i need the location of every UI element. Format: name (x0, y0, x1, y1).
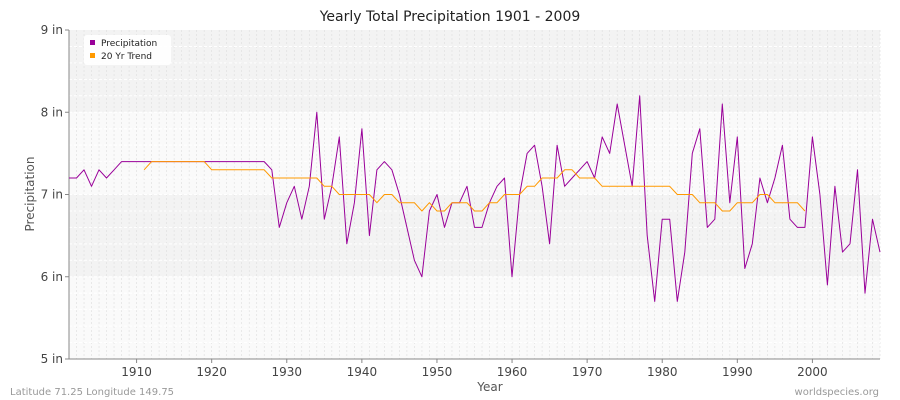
chart-title: Yearly Total Precipitation 1901 - 2009 (319, 9, 581, 25)
series-lines (69, 95, 881, 302)
x-tick-label: 1990 (722, 365, 753, 379)
legend-label-precipitation: Precipitation (101, 39, 157, 49)
legend-label-trend: 20 Yr Trend (101, 52, 152, 62)
x-axis-label: Year (476, 380, 502, 394)
x-tick-label: 1920 (196, 365, 227, 379)
y-tick-label: 5 in (41, 352, 63, 366)
legend-swatch-trend (90, 53, 95, 58)
y-tick-label: 8 in (41, 105, 63, 119)
y-axis-label: Precipitation (23, 156, 37, 231)
y-tick-label: 9 in (41, 23, 63, 37)
y-tick-label: 6 in (41, 270, 63, 284)
x-tick-label: 1970 (572, 365, 603, 379)
y-tick-label: 7 in (41, 188, 63, 202)
x-tick-label: 2000 (797, 365, 828, 379)
footer-source: worldspecies.org (795, 387, 879, 398)
y-tick-labels: 5 in 6 in 7 in 8 in 9 in (41, 23, 69, 366)
x-tick-label: 1940 (347, 365, 378, 379)
x-tick-labels: 1910 1920 1930 1940 1950 1960 1970 1980 1990 2000 (121, 359, 828, 379)
x-tick-label: 1960 (497, 365, 528, 379)
legend-swatch-precipitation (90, 40, 95, 45)
x-tick-label: 1950 (422, 365, 453, 379)
plot-band (69, 112, 880, 195)
x-tick-label: 1930 (271, 365, 302, 379)
x-tick-label: 1980 (647, 365, 678, 379)
x-tick-label: 1910 (121, 365, 152, 379)
legend: Precipitation 20 Yr Trend (84, 35, 171, 65)
trend-series-line (143, 161, 806, 212)
footer-location: Latitude 71.25 Longitude 149.75 (10, 387, 174, 398)
legend-box (84, 35, 171, 65)
